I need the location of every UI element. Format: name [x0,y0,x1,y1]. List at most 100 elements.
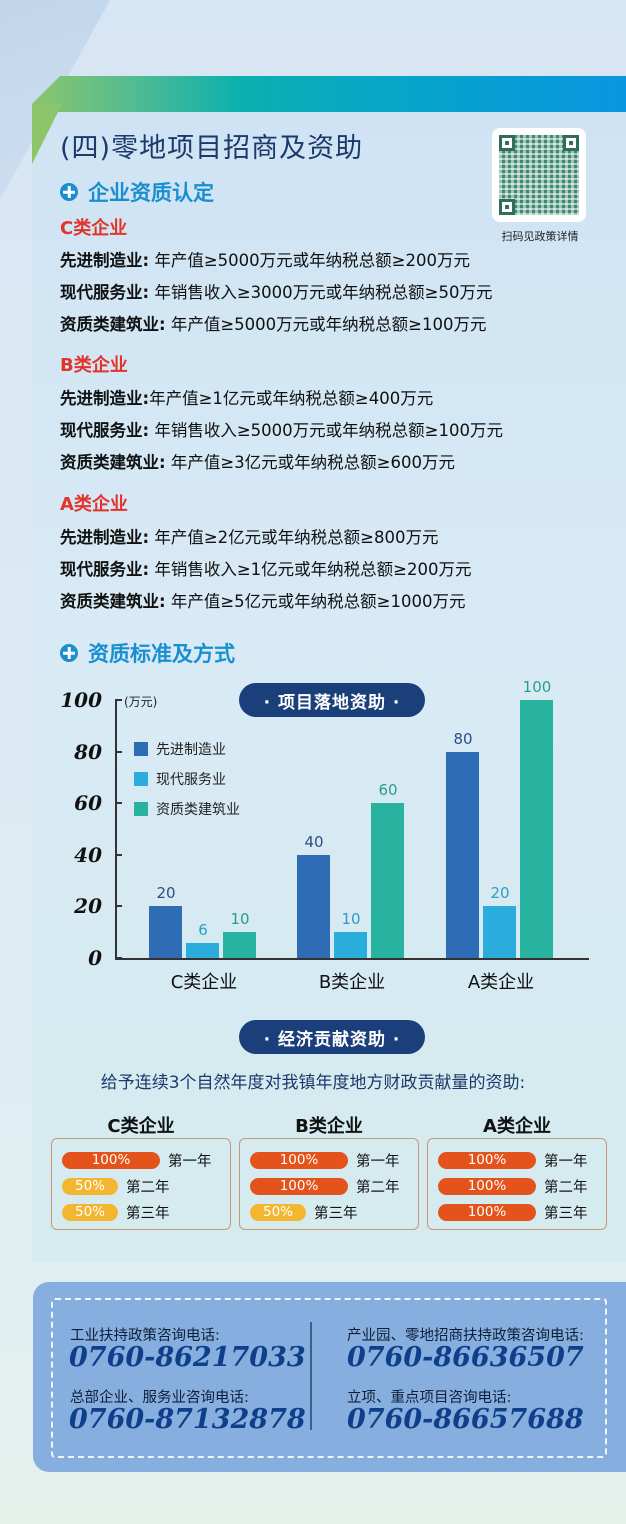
contact-phone[interactable]: 0760-86217033 [69,1342,306,1373]
y-tick [115,905,122,908]
bar [371,803,404,958]
bar-value-label: 40 [304,832,324,851]
requirement-text: 年产值≥2亿元或年纳税总额≥800万元 [154,528,439,547]
industry-label: 先进制造业: [60,251,150,270]
requirement-text: 年销售收入≥1亿元或年纳税总额≥200万元 [154,560,472,579]
bar-value-label: 100 [522,678,552,696]
y-tick-label: 40 [74,842,102,867]
contact-phone[interactable]: 0760-86636507 [347,1342,584,1373]
rate-year-label: 第二年 [544,1179,588,1196]
rate-year-label: 第二年 [126,1179,170,1196]
econ-description: 给予连续3个自然年度对我镇年度地方财政贡献量的资助: [100,1073,526,1093]
contact-phone[interactable]: 0760-86657688 [347,1404,584,1435]
requirement-text: 年销售收入≥5000万元或年纳税总额≥100万元 [154,421,503,440]
section-title: 企业资质认定 [88,181,214,205]
y-axis [115,700,117,959]
qr-finder-icon [499,199,515,215]
requirement-row: 现代服务业: 年销售收入≥3000万元或年纳税总额≥50万元 [60,279,493,303]
x-axis [115,958,589,960]
section-heading-standards: 资质标准及方式 [60,638,235,668]
requirement-row: 先进制造业: 年产值≥5000万元或年纳税总额≥200万元 [60,247,470,271]
y-axis-unit: (万元) [124,695,158,709]
requirement-row: 现代服务业: 年销售收入≥1亿元或年纳税总额≥200万元 [60,556,472,580]
rate-year-label: 第三年 [126,1205,170,1222]
industry-label: 现代服务业: [60,421,150,440]
rate-year-label: 第一年 [168,1153,212,1170]
legend-item: 先进制造业 [134,734,240,764]
econ-tier-title: A类企业 [483,1116,551,1137]
requirement-row: 资质类建筑业: 年产值≥5000万元或年纳税总额≥100万元 [60,311,487,335]
rate-row: 100% 第二年 [438,1173,596,1199]
rate-percent-pill: 50% [62,1177,118,1195]
bar [334,932,367,958]
rate-percent-pill: 100% [250,1151,348,1169]
requirement-text: 年产值≥3亿元或年纳税总额≥600万元 [170,453,456,472]
rate-row: 100% 第一年 [62,1147,220,1173]
industry-label: 资质类建筑业: [60,315,166,334]
y-tick-label: 80 [74,739,102,764]
bar-value-label: 20 [156,884,176,903]
y-tick-label: 100 [60,688,102,712]
section-heading-qualification: 企业资质认定 [60,177,214,207]
contact-label: 产业园、零地招商扶持政策咨询电话: [347,1328,584,1344]
bar-value-label: 20 [490,884,510,903]
contact-label: 工业扶持政策咨询电话: [70,1328,220,1344]
y-tick [115,957,122,959]
requirement-row: 现代服务业: 年销售收入≥5000万元或年纳税总额≥100万元 [60,417,503,441]
legend-item: 资质类建筑业 [134,794,240,824]
x-category-label: A类企业 [467,972,535,993]
bar [297,854,330,958]
contact-phone[interactable]: 0760-87132878 [69,1404,306,1435]
contact-label: 总部企业、服务业咨询电话: [70,1390,249,1406]
rate-percent-pill: 100% [62,1151,160,1169]
bar-value-label: 80 [453,729,473,748]
contact-divider [310,1322,312,1430]
rate-year-label: 第二年 [356,1179,400,1196]
chart-title-pill: · 项目落地资助 · [239,683,425,717]
requirement-text: 年产值≥5000万元或年纳税总额≥200万元 [154,251,470,270]
requirement-text: 年产值≥5000万元或年纳税总额≥100万元 [170,315,487,334]
y-tick-label: 0 [88,946,102,970]
rate-row: 100% 第一年 [438,1147,596,1173]
y-tick [115,853,122,856]
requirement-text: 年产值≥1亿元或年纳税总额≥400万元 [149,389,434,408]
requirement-row: 先进制造业:年产值≥1亿元或年纳税总额≥400万元 [60,385,433,409]
legend-label: 先进制造业 [156,742,226,758]
econ-tier-title: B类企业 [295,1116,363,1137]
bar-value-label: 10 [341,910,361,929]
bar [483,906,516,958]
rate-percent-pill: 100% [250,1177,348,1195]
rate-row: 100% 第三年 [438,1199,596,1225]
rate-percent-pill: 100% [438,1177,536,1195]
y-tick [115,802,122,805]
qr-finder-icon [563,135,579,151]
contact-label: 立项、重点项目咨询电话: [347,1390,512,1406]
bar [520,700,553,958]
rate-year-label: 第一年 [544,1153,588,1170]
qr-code[interactable] [492,128,586,222]
industry-label: 资质类建筑业: [60,453,166,472]
rate-year-label: 第一年 [356,1153,400,1170]
legend-swatch-icon [134,772,148,786]
rate-percent-pill: 100% [438,1203,536,1221]
contact-dashed-frame [51,1298,607,1458]
rate-year-label: 第三年 [314,1205,358,1222]
rate-percent-pill: 50% [250,1203,306,1221]
rate-year-label: 第三年 [544,1205,588,1222]
industry-label: 现代服务业: [60,560,150,579]
qr-caption: 扫码见政策详情 [501,230,579,243]
legend-swatch-icon [134,802,148,816]
rate-row: 50% 第二年 [62,1173,220,1199]
header-gradient-band [32,76,626,112]
econ-title-pill: · 经济贡献资助 · [239,1020,425,1054]
bar [223,932,256,958]
plus-circle-icon [60,644,78,662]
plus-circle-icon [60,183,78,201]
bar-value-label: 6 [198,920,208,939]
industry-label: 先进制造业: [60,528,150,547]
rate-percent-pill: 100% [438,1151,536,1169]
bar [446,751,479,958]
qr-code-pattern [499,135,579,215]
industry-label: 现代服务业: [60,283,150,302]
industry-label: 资质类建筑业: [60,592,166,611]
